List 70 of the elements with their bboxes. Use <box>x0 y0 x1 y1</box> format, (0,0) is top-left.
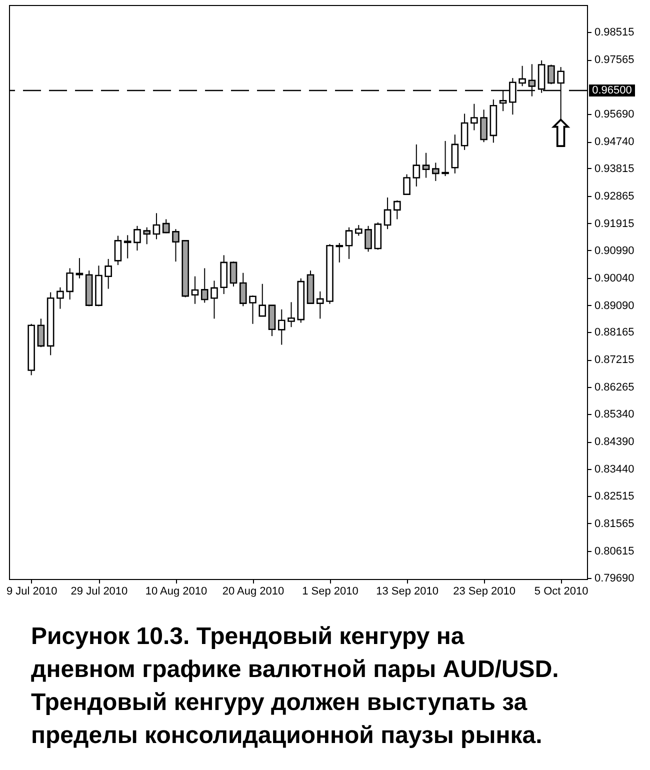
x-tick-label: 5 Oct 2010 <box>534 586 588 598</box>
candlestick <box>480 109 488 143</box>
candlestick <box>548 64 555 85</box>
x-tick-label: 9 Jul 2010 <box>6 586 58 598</box>
y-tick-label: 0.87215 <box>594 354 634 366</box>
candlestick <box>442 140 449 177</box>
candlestick <box>412 144 420 187</box>
x-tick-label: 23 Sep 2010 <box>453 586 516 598</box>
candlestick <box>66 268 74 300</box>
y-tick-label: 0.98515 <box>594 26 634 39</box>
y-tick-label: 0.93815 <box>594 162 634 175</box>
y-tick-label: 0.85340 <box>594 408 634 421</box>
candlestick <box>403 174 410 195</box>
candlestick <box>258 283 266 317</box>
candlestick <box>422 152 430 178</box>
y-tick-label: 0.89090 <box>594 300 634 312</box>
candlestick <box>355 224 362 236</box>
y-tick-label: 0.97565 <box>594 54 634 66</box>
y-tick-label: 0.84390 <box>594 436 634 448</box>
candlestick <box>394 200 401 220</box>
candlestick <box>364 225 372 252</box>
candlestick <box>76 258 84 279</box>
candlestick <box>336 242 344 263</box>
candlestick <box>143 226 151 245</box>
x-tick-label: 29 Jul 2010 <box>70 586 128 598</box>
candlestick <box>384 196 392 230</box>
y-tick-label: 0.90990 <box>594 244 634 257</box>
candlestick <box>345 226 353 260</box>
y-tick-label: 0.80615 <box>594 546 634 558</box>
candlestick <box>152 212 160 240</box>
candlestick <box>278 308 286 346</box>
y-tick-label: 0.94740 <box>594 136 634 148</box>
x-tick-label: 20 Aug 2010 <box>222 586 284 598</box>
candlestick <box>316 290 324 320</box>
y-tick-label: 0.90040 <box>594 272 634 284</box>
y-tick-label: 0.82515 <box>594 490 634 502</box>
candlestick <box>451 134 459 174</box>
candlestick <box>134 225 141 252</box>
x-tick-label: 1 Sep 2010 <box>302 586 358 598</box>
candlestick <box>124 234 132 259</box>
candlestick <box>460 113 468 150</box>
candlestick <box>239 272 247 307</box>
y-tick-label: 0.88165 <box>594 326 634 339</box>
ref-line-label: 0.96500 <box>592 84 632 97</box>
y-tick-label: 0.83440 <box>594 464 634 476</box>
candlestick <box>162 218 170 234</box>
y-tick-label: 0.91915 <box>594 218 634 230</box>
candlestick <box>191 276 199 304</box>
candlestick <box>518 65 526 87</box>
candlestick <box>249 294 256 324</box>
candlestick <box>288 302 295 328</box>
candlestick <box>104 258 112 290</box>
candlestick <box>37 318 45 348</box>
candlestick <box>56 286 64 310</box>
y-tick-label: 0.81565 <box>594 518 634 530</box>
y-tick-label: 0.92865 <box>594 190 634 202</box>
x-tick-label: 13 Sep 2010 <box>376 586 438 598</box>
y-tick-label: 0.79690 <box>594 572 634 584</box>
annotation: ⇧ <box>544 112 577 156</box>
candlestick <box>432 162 440 182</box>
candlestick <box>200 268 208 304</box>
y-tick-label: 0.86265 <box>594 382 634 394</box>
candlestick <box>172 228 180 262</box>
x-tick-label: 10 Aug 2010 <box>145 586 208 598</box>
candlestick <box>210 280 218 320</box>
candlestick <box>114 235 122 266</box>
candlestick <box>470 103 478 131</box>
candlestick <box>230 261 238 287</box>
text: Рисунок 10.3. Трендовый кенгуру на дневном графике валютной пары AUD/USD. Трендовый кенгуру должен выступать за пределы консолидационной паузы рынка. <box>31 623 559 749</box>
y-tick-label: 0.95690 <box>594 108 634 120</box>
